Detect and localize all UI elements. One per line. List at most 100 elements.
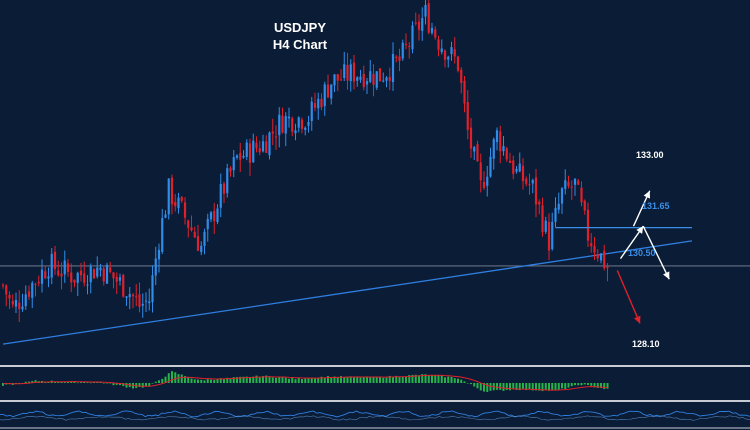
bear-candle: [1, 284, 5, 286]
bull-candle: [304, 127, 307, 130]
bear-candle: [460, 69, 463, 83]
bull-candle: [216, 208, 219, 222]
macd-histogram-bar: [80, 382, 82, 383]
macd-histogram-bar: [216, 379, 219, 383]
bear-candle: [378, 68, 382, 82]
macd-histogram-bar: [268, 376, 271, 383]
macd-histogram-bar: [385, 377, 388, 383]
bull-candle: [157, 249, 161, 260]
bull-candle: [531, 179, 534, 184]
macd-histogram-bar: [187, 377, 190, 383]
bull-candle: [411, 25, 414, 50]
bull-candle: [161, 218, 164, 252]
bull-candle: [564, 180, 567, 189]
bear-candle: [538, 201, 541, 205]
macd-histogram-bar: [28, 381, 30, 383]
chart-subtitle: H4 Chart: [273, 37, 328, 52]
bear-candle: [606, 266, 609, 269]
macd-histogram-bar: [102, 383, 105, 384]
macd-histogram-bar: [336, 377, 339, 383]
macd-histogram-bar: [262, 376, 264, 383]
macd-histogram-bar: [392, 376, 394, 383]
macd-histogram-bar: [83, 381, 86, 383]
bear-candle: [193, 231, 196, 238]
macd-histogram-bar: [561, 383, 563, 389]
macd-histogram-bar: [603, 383, 606, 390]
bull-candle: [14, 300, 18, 307]
bear-candle: [313, 103, 317, 108]
macd-histogram-bar: [427, 375, 430, 383]
macd-histogram-bar: [15, 383, 17, 384]
macd-histogram-bar: [564, 383, 567, 390]
bear-candle: [388, 77, 391, 81]
macd-histogram-bar: [148, 383, 151, 387]
macd-histogram-bar: [567, 383, 570, 388]
macd-histogram-bar: [54, 381, 56, 383]
bull-candle: [440, 48, 443, 53]
bear-candle: [291, 118, 294, 132]
bear-candle: [547, 221, 551, 251]
macd-histogram-bar: [281, 377, 284, 383]
macd-histogram-bar: [34, 380, 37, 383]
bull-candle: [96, 267, 99, 277]
macd-histogram-bar: [470, 383, 472, 385]
ascending-trendline: [2, 240, 693, 345]
bull-candle: [356, 77, 359, 81]
macd-histogram-bar: [297, 377, 300, 383]
macd-histogram-bar: [590, 383, 593, 386]
macd-histogram-bar: [145, 383, 147, 387]
bull-candle: [330, 84, 333, 99]
macd-histogram-bar: [161, 378, 164, 383]
macd-histogram-bar: [304, 378, 307, 383]
bear-candle: [109, 267, 112, 272]
bear-candle: [512, 160, 515, 174]
bull-candle: [63, 260, 66, 275]
macd-histogram-bar: [242, 376, 245, 383]
macd-histogram-bar: [219, 378, 222, 383]
macd-histogram-bar: [24, 381, 27, 383]
bull-candle: [359, 76, 362, 80]
bull-candle: [492, 139, 495, 159]
macd-histogram-bar: [424, 374, 427, 383]
bull-candle: [401, 42, 404, 59]
macd-histogram-bar: [405, 376, 407, 383]
macd-histogram-bar: [408, 375, 411, 383]
macd-histogram-bar: [265, 375, 268, 383]
macd-histogram-bar: [249, 377, 251, 383]
arrows-layer: [616, 190, 670, 324]
macd-histogram-bar: [522, 383, 524, 389]
bull-candle: [307, 122, 310, 126]
bull-candle: [105, 264, 109, 284]
bear-candle: [577, 180, 580, 185]
macd-histogram-bar: [190, 378, 193, 383]
bear-candle: [281, 115, 284, 133]
oscillator-line: [0, 410, 750, 418]
macd-histogram-bar: [301, 379, 303, 383]
macd-histogram-bar: [531, 383, 534, 391]
bear-candle: [372, 73, 375, 85]
macd-histogram-bar: [369, 377, 372, 383]
bull-candle: [200, 245, 203, 253]
macd-histogram-bar: [375, 377, 378, 383]
macd-histogram-bar: [600, 383, 602, 389]
macd-histogram-bar: [245, 376, 248, 383]
macd-histogram-bar: [203, 380, 206, 383]
bull-candle: [385, 77, 388, 81]
bull-candle: [245, 142, 248, 157]
macd-histogram-bar: [418, 375, 420, 383]
bull-candle: [232, 157, 235, 171]
macd-histogram-bar: [177, 374, 180, 383]
bear-candle: [44, 271, 47, 279]
macd-histogram-bar: [411, 374, 414, 383]
oscillator-signal-line: [0, 415, 750, 421]
bear-candle: [398, 56, 401, 61]
bull-candle: [252, 140, 255, 163]
bull-candle: [50, 253, 53, 278]
bear-candle: [53, 251, 57, 270]
bear-candle: [427, 3, 430, 33]
bull-candle: [47, 276, 50, 279]
macd-histogram-bar: [275, 377, 277, 383]
bear-candle: [466, 102, 469, 130]
macd-histogram-bar: [382, 377, 385, 383]
macd-histogram-bar: [473, 383, 476, 387]
